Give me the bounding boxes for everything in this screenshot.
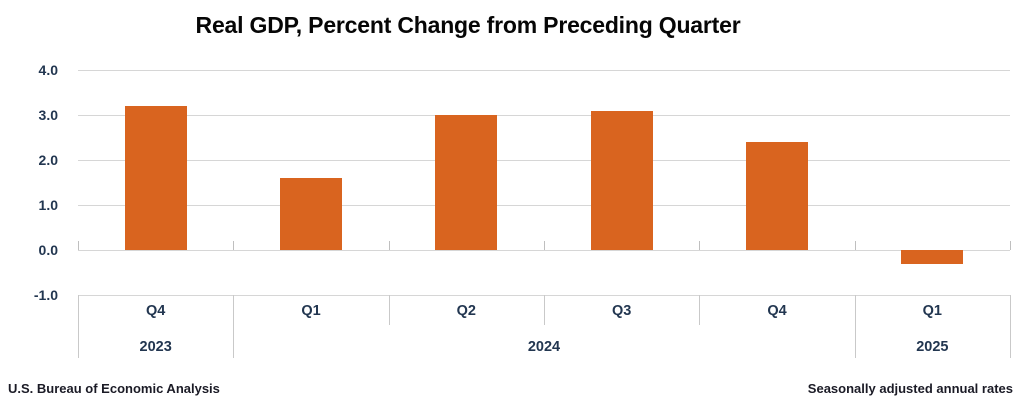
x-axis-quarter-label: Q3: [611, 303, 632, 319]
gdp-bar-q4-0: [124, 106, 187, 250]
zero-axis-tick: [1010, 241, 1011, 250]
zero-axis-tick: [78, 241, 79, 250]
gdp-bar-q4-4: [746, 142, 808, 250]
year-group-separator: [854, 295, 856, 358]
quarter-separator: [388, 295, 390, 325]
zero-axis-tick: [699, 241, 701, 250]
y-axis-tick-label: 2.0: [38, 152, 58, 168]
y-axis-tick-label: 4.0: [38, 62, 58, 78]
quarter-separator: [699, 295, 701, 325]
chart-title: Real GDP, Percent Change from Preceding …: [195, 12, 741, 38]
gdp-bar-q3-3: [590, 110, 653, 250]
y-axis-tick-label: 0.0: [38, 242, 58, 258]
year-group-separator: [233, 295, 235, 358]
x-axis-year-label: 2023: [139, 339, 172, 355]
x-axis-quarter-label: Q1: [301, 303, 321, 319]
zero-axis-tick: [854, 241, 856, 250]
x-axis-quarter-label: Q1: [922, 303, 942, 319]
gdp-bar-q1-5: [901, 250, 964, 264]
gridline: [78, 115, 1010, 116]
gridline: [78, 205, 1010, 206]
y-axis-tick-label: 3.0: [38, 107, 58, 123]
zero-axis-tick: [388, 241, 390, 250]
x-axis-year-label: 2024: [527, 339, 561, 355]
year-group-separator: [1010, 295, 1011, 358]
zero-axis-tick: [544, 241, 545, 250]
gridline: [78, 70, 1010, 71]
quarter-separator: [544, 295, 545, 325]
note-text: Seasonally adjusted annual rates: [807, 381, 1013, 396]
x-axis-year-label: 2025: [916, 339, 949, 355]
y-axis-tick-label: -1.0: [33, 287, 58, 303]
x-axis-quarter-label: Q4: [145, 303, 166, 319]
gdp-bar-q1-1: [280, 178, 342, 250]
zero-axis-tick: [233, 241, 235, 250]
gridline: [78, 160, 1010, 161]
source-text: U.S. Bureau of Economic Analysis: [8, 381, 220, 396]
gdp-bar-q2-2: [435, 115, 498, 250]
y-axis-tick-label: 1.0: [38, 197, 58, 213]
x-axis-quarter-label: Q2: [456, 303, 476, 319]
gridline: [78, 250, 1010, 251]
year-group-separator: [78, 295, 79, 358]
x-axis-quarter-label: Q4: [767, 303, 787, 319]
